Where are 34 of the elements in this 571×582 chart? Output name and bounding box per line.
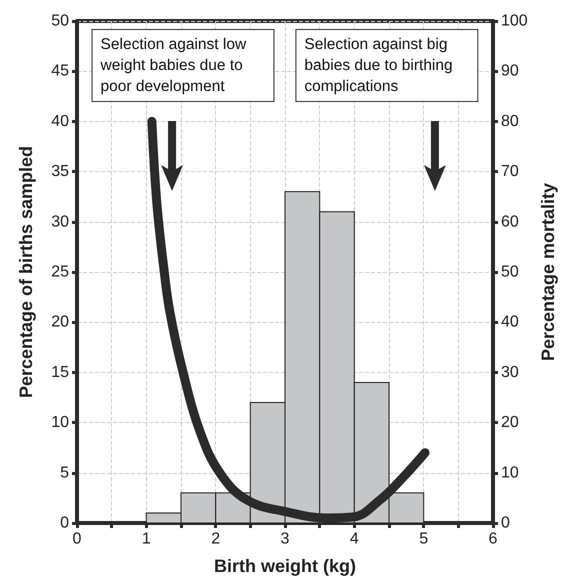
x-tick-label: 2: [211, 530, 220, 548]
y-tick-label: 5: [60, 464, 70, 482]
y-tick-label: 40: [51, 112, 70, 130]
y-tick-label: 25: [51, 264, 70, 280]
annotation: Selection against low weight babies due to poor development: [100, 36, 250, 95]
x-tick-label: 1: [142, 530, 151, 548]
x-tick-label: 5: [419, 530, 428, 548]
y2-tick-label: 10: [501, 464, 519, 482]
y-tick-label: 20: [51, 314, 70, 331]
y2-tick-label: 90: [501, 62, 519, 80]
x-tick-label: 0: [72, 530, 82, 548]
y2-axis-title: Percentage mortality: [538, 182, 558, 362]
y-tick-label: 45: [51, 62, 70, 80]
y-tick-label: 50: [51, 12, 70, 30]
y-tick-label: 35: [51, 163, 70, 180]
y2-tick-label: 70: [501, 163, 519, 180]
y2-tick-label: 80: [501, 112, 519, 130]
y-tick-label: 30: [51, 213, 70, 230]
y-tick-label: 15: [51, 364, 70, 381]
y2-tick-label: 0: [501, 514, 510, 532]
x-tick-label: 6: [488, 530, 498, 548]
y2-tick-label: 40: [501, 314, 519, 331]
y2-tick-label: 50: [501, 264, 519, 280]
y2-tick-label: 60: [501, 213, 519, 230]
y2-tick-label: 30: [501, 364, 519, 381]
y-tick-label: 0: [60, 514, 70, 532]
y-tick-label: 10: [51, 414, 70, 432]
x-tick-label: 4: [350, 530, 359, 548]
y2-tick-label: 100: [501, 12, 528, 30]
y2-tick-label: 20: [501, 414, 519, 432]
y-axis-title: Percentage of births sampled: [16, 146, 36, 398]
annotation: Selection against big babies due to birthing complications: [304, 36, 457, 95]
x-axis-title: Birth weight (kg): [214, 556, 356, 576]
x-tick-label: 3: [280, 530, 290, 548]
